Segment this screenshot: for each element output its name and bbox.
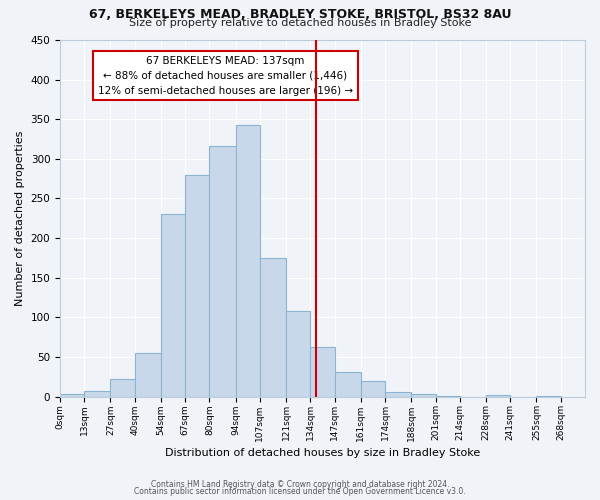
Bar [361, 382, 385, 396]
Bar [185, 174, 209, 396]
Bar [209, 146, 236, 397]
Bar [260, 258, 286, 396]
Bar [385, 392, 411, 396]
Bar [286, 311, 310, 396]
Bar [110, 379, 135, 396]
Bar [161, 214, 185, 396]
Bar [60, 394, 85, 396]
X-axis label: Distribution of detached houses by size in Bradley Stoke: Distribution of detached houses by size … [165, 448, 480, 458]
Text: Contains HM Land Registry data © Crown copyright and database right 2024.: Contains HM Land Registry data © Crown c… [151, 480, 449, 489]
Text: Size of property relative to detached houses in Bradley Stoke: Size of property relative to detached ho… [129, 18, 471, 28]
Bar [85, 391, 110, 396]
Bar [411, 394, 436, 396]
Bar [486, 395, 510, 396]
Text: Contains public sector information licensed under the Open Government Licence v3: Contains public sector information licen… [134, 487, 466, 496]
Bar [310, 348, 335, 397]
Text: 67 BERKELEYS MEAD: 137sqm
← 88% of detached houses are smaller (1,446)
12% of se: 67 BERKELEYS MEAD: 137sqm ← 88% of detac… [98, 56, 353, 96]
Bar [236, 125, 260, 396]
Bar [335, 372, 361, 396]
Text: 67, BERKELEYS MEAD, BRADLEY STOKE, BRISTOL, BS32 8AU: 67, BERKELEYS MEAD, BRADLEY STOKE, BRIST… [89, 8, 511, 20]
Bar [135, 353, 161, 397]
Y-axis label: Number of detached properties: Number of detached properties [15, 130, 25, 306]
